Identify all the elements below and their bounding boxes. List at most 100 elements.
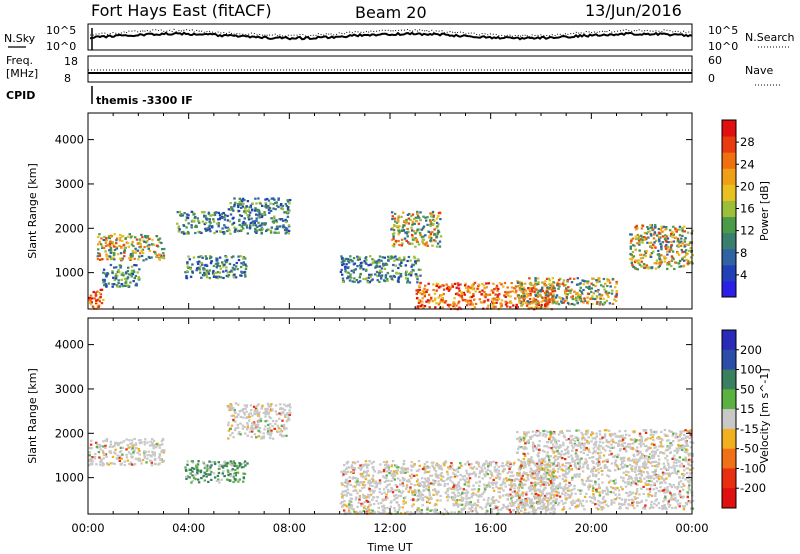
velocity-echo-4 [586,477,590,481]
velocity-echo-3 [385,474,388,477]
power-echo-8 [486,294,489,297]
velocity-echo-4 [563,485,566,488]
power-echo-5 [281,205,285,208]
power-echo-8 [453,297,456,300]
power-echo-7 [411,233,414,237]
velocity-echo-4 [532,482,535,485]
power-echo-8 [550,287,553,290]
velocity-echo-1 [243,472,247,475]
power-echo-5 [284,220,288,224]
power-echo-5 [284,211,287,214]
velocity-echo-3 [496,508,500,511]
velocity-echo-3 [402,484,405,488]
power-echo-1 [98,233,101,236]
power-echo-1 [139,252,142,255]
velocity-echo-1 [184,466,187,469]
velocity-echo-2 [250,409,253,412]
velocity-echo-3 [409,488,412,491]
power-echo-5 [254,227,257,230]
power-echo-3 [208,218,211,221]
power-echo-1 [126,235,130,238]
velocity-echo-1 [229,473,232,476]
power-echo-1 [104,244,108,247]
power-echo-4 [196,261,199,264]
power-echo-1 [155,255,159,258]
velocity-echo-3 [468,507,471,510]
power-echo-1 [143,240,146,243]
power-echo-7 [406,231,409,234]
power-echo-7 [429,212,432,215]
power-echo-6 [347,266,350,269]
velocity-echo-2 [270,403,273,406]
velocity-echo-3 [348,503,351,506]
power-echo-6 [389,275,393,278]
power-echo-9 [559,297,563,300]
velocity-echo-4 [692,499,695,502]
power-echo-0 [99,293,103,296]
power-echo-4 [198,267,201,270]
velocity-echo-4 [588,485,591,488]
velocity-echo-3 [368,501,371,504]
power-echo-1 [112,243,115,246]
velocity-echo-3 [366,464,369,467]
power-echo-5 [273,198,276,201]
power-echo-9 [551,277,554,280]
power-echo-8 [456,292,459,295]
power-echo-8 [425,290,428,293]
velocity-echo-4 [543,457,546,460]
velocity-echo-3 [345,505,349,508]
power-echo-6 [406,277,409,280]
power-echo-1 [120,246,123,249]
velocity-echo-0 [98,445,101,448]
velocity-echo-2 [278,412,281,415]
power-echo-10 [636,268,639,271]
velocity-echo-1 [242,465,245,469]
power-echo-10 [656,253,660,256]
power-echo-7 [414,237,417,240]
velocity-echo-3 [401,482,404,485]
power-echo-1 [158,254,161,257]
power-echo-5 [282,224,285,227]
power-echo-7 [398,243,401,247]
velocity-echo-3 [404,501,407,504]
velocity-echo-1 [244,464,247,467]
power-colorbar-swatch-1 [722,264,736,282]
power-echo-5 [265,206,268,209]
velocity-echo-3 [510,504,513,507]
power-echo-9 [569,277,572,280]
velocity-echo-4 [573,484,576,487]
velocity-echo-2 [263,428,266,431]
power-echo-0 [98,292,101,295]
power-echo-1 [97,243,100,246]
power-echo-3 [194,231,197,235]
power-echo-3 [190,210,193,213]
power-echo-6 [397,280,400,284]
power-echo-10 [658,264,661,267]
velocity-echo-2 [269,417,272,420]
velocity-echo-3 [433,510,436,513]
velocity-echo-4 [536,500,539,504]
power-echo-4 [186,261,189,264]
velocity-echo-3 [483,486,487,490]
velocity-echo-2 [253,423,256,426]
velocity-echo-3 [421,493,425,497]
power-echo-10 [670,244,673,247]
power-echo-9 [594,298,597,301]
power-echo-7 [411,242,414,245]
velocity-echo-3 [402,479,405,482]
power-echo-4 [244,257,247,260]
power-echo-9 [551,282,554,285]
velocity-echo-3 [448,467,451,471]
velocity-echo-4 [608,449,612,452]
velocity-echo-4 [627,494,630,497]
power-echo-5 [254,230,258,233]
power-echo-6 [409,259,412,262]
power-colorbar-swatch-6 [722,184,736,201]
power-echo-7 [428,230,431,233]
velocity-echo-2 [279,433,282,436]
velocity-echo-4 [566,445,570,448]
velocity-echo-2 [276,430,280,434]
velocity-echo-0 [132,451,135,454]
power-echo-6 [345,271,348,274]
velocity-echo-3 [478,475,481,479]
